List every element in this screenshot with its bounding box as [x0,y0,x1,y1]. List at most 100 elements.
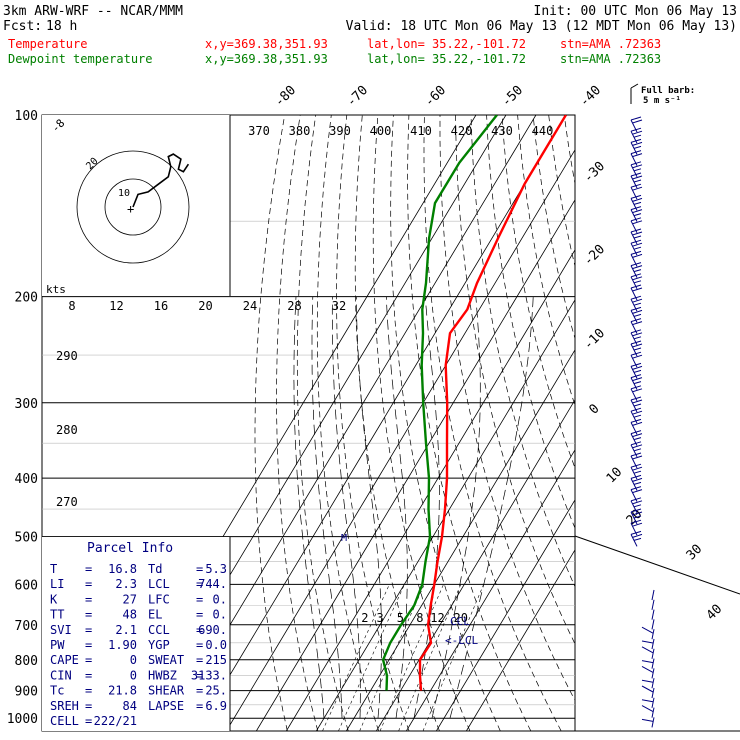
hodograph-background [42,115,230,296]
wind-barb [630,374,643,390]
parcel-eq: = [85,592,92,606]
wind-barb-flag [633,381,642,385]
parcel-value: 0 [130,668,137,682]
dry-adiabat-line [316,115,380,731]
wind-barb-flag [630,351,642,356]
parcel-eq: = [85,714,92,728]
dry-adiabat-line [611,115,740,731]
pressure-tick-label: 900 [15,685,38,700]
wind-barb-flag [633,504,642,508]
isotherm-label: -30 [581,159,608,186]
dry-adiabat-line [372,115,471,731]
mixing-ratio-label: 12 [430,611,444,625]
parcel-eq: = [196,608,203,622]
parcel-value: 16.8 [108,562,137,576]
mixing-ratio-label: 8 [416,611,423,625]
parcel-eq: = [85,608,92,622]
hodograph-ring [76,150,190,264]
pressure-tick-label: 600 [15,578,38,593]
dry-adiabat-line [517,115,575,407]
fcst-label: Fcst: [3,19,42,34]
dry-adiabat-line [439,115,575,702]
moist-adiabat-line [311,296,343,719]
parcel-value: 0. [213,592,227,606]
isotherm-line [225,149,575,731]
wind-barb-shaft [651,687,655,699]
wind-barb-flag [633,403,642,407]
wind-barb-flag [632,186,643,191]
speed-axis-label: 20 [198,299,212,313]
wind-barb-shaft [651,658,655,669]
dry-adiabat-line [470,115,575,588]
wind-barb-flag [632,343,643,348]
wind-barb-flag [630,430,642,435]
wind-barb-flag [632,489,643,494]
parcel-eq: = [196,684,203,698]
wind-barb-flag [633,537,642,541]
speed-axis-label: 12 [109,299,123,313]
wind-barb-flag [632,410,643,415]
parcel-eq: = [196,699,203,713]
pressure-tick-label: 300 [15,397,38,412]
wind-barb-flag [630,183,642,188]
parcel-eq: = [196,577,203,591]
frame-extension [574,535,740,732]
parcel-value: 48 [123,608,137,622]
parcel-eq: = [85,638,92,652]
wind-barb-shaft [651,648,655,659]
wind-barb-flag [630,474,642,479]
isotherm-line [375,399,575,731]
wind-barb-flag [641,685,654,693]
wind-barb-flag [632,466,643,471]
parcel-key: LI [50,577,64,591]
wind-barb-flag [633,369,642,373]
mixing-ratio-line [359,584,425,731]
dry-adiabat-line [296,115,349,731]
wind-barb-flag [632,242,643,247]
sounding-traces [381,115,567,691]
pressure-tick-label: 700 [15,619,38,634]
wind-barb-flag [633,302,642,306]
wind-barb-flag [630,530,642,535]
wind-barb-flag [630,295,642,300]
parcel-eq: = [85,623,92,637]
mixing-ratio-line [398,584,462,731]
parcel-value: 3133. [191,668,227,682]
parcel-eq: = [196,668,203,682]
moist-adiabat-line [413,296,440,719]
speed-axis-label: 28 [287,299,301,313]
wind-barb-flag [633,213,642,217]
isotherm-line [315,299,575,731]
parcel-eq: = [85,684,92,698]
wind-barb-flag [632,444,643,449]
isotherm-label: -50 [499,83,526,110]
parcel-key: CIN [50,668,72,682]
wind-barb-shaft [651,629,655,640]
init-time: Init: 00 UTC Mon 06 May 13 [534,4,738,19]
wind-barb-flag [630,284,642,289]
wind-barb-flag [633,414,642,418]
wind-barb [630,530,643,547]
wind-barb-flag [630,407,642,412]
parcel-key: K [50,592,58,606]
mark-m-label: M [341,533,347,544]
wind-barb-flag [630,116,642,121]
wind-barb-flag [641,665,654,673]
wind-barb-flag [632,388,643,393]
isotherm-label: 10 [604,465,626,487]
wind-barb-flag [641,705,654,713]
wind-barb-flag [630,228,642,233]
lcl-label: <-LCL [445,634,478,647]
wind-barb-flag [630,452,642,457]
pressure-tick-label: 1000 [7,712,38,727]
wind-barb-flag [632,197,643,202]
isotherm-line [345,349,575,731]
parcel-value: 5.3 [205,562,227,576]
wind-barb-flag [632,365,643,370]
parcel-key: EL [148,608,162,622]
wind-barb-shaft [651,599,655,610]
wind-barb-flag [632,533,643,538]
wind-barb-flag [633,269,642,273]
parcel-key: SHEAR [148,684,185,698]
